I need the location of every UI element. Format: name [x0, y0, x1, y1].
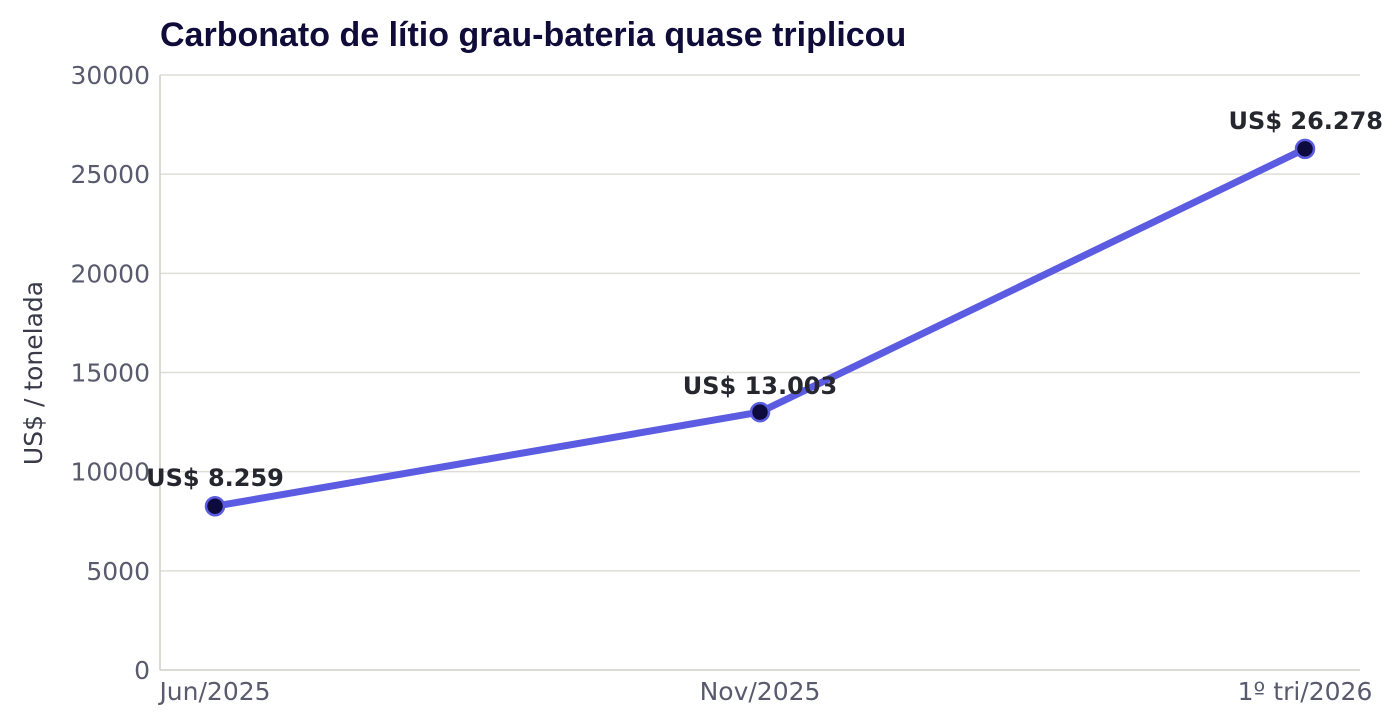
grid-lines	[160, 74, 1360, 572]
series-polyline	[211, 145, 1309, 510]
y-tick-label: 0	[134, 656, 150, 685]
series-line	[211, 145, 1309, 510]
x-tick-label: Nov/2025	[700, 677, 821, 706]
data-label: US$ 13.003	[683, 372, 837, 400]
x-tick-labels: Jun/2025 Nov/2025 1º tri/2026	[157, 677, 1372, 706]
data-point	[1294, 138, 1316, 160]
y-tick-label: 10000	[70, 458, 150, 487]
data-label: US$ 26.278	[1229, 107, 1383, 135]
x-tick-label: Jun/2025	[157, 677, 270, 706]
data-label: US$ 8.259	[146, 464, 284, 492]
x-tick-label: 1º tri/2026	[1238, 677, 1373, 706]
y-tick-label: 25000	[70, 160, 150, 189]
y-tick-label: 20000	[70, 259, 150, 288]
y-tick-label: 5000	[86, 557, 150, 586]
y-axis-label: US$ / tonelada	[19, 281, 48, 465]
data-labels: US$ 8.259 US$ 13.003 US$ 26.278	[146, 107, 1383, 492]
data-point	[204, 495, 226, 517]
data-points	[204, 138, 1316, 517]
y-tick-label: 15000	[70, 359, 150, 388]
y-tick-labels: 0 5000 10000 15000 20000 25000 30000	[70, 61, 150, 685]
y-tick-label: 30000	[70, 61, 150, 90]
axes	[159, 75, 1360, 671]
data-point	[749, 401, 771, 423]
chart-title: Carbonato de lítio grau-bateria quase tr…	[160, 16, 906, 54]
